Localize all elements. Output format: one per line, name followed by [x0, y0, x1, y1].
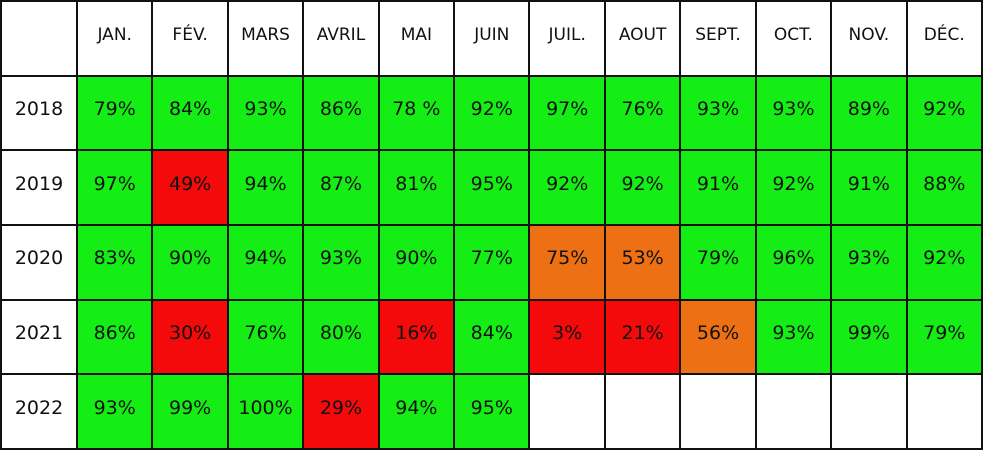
percent-cell: 93% — [681, 76, 757, 152]
year-label: 2018 — [2, 76, 78, 152]
month-header: OCT. — [756, 2, 833, 77]
month-header: JUIL. — [530, 2, 606, 77]
percent-cell: 80% — [304, 300, 380, 376]
percent-cell: 90% — [153, 225, 229, 301]
percent-cell: 93% — [756, 300, 833, 376]
percent-cell: 92% — [605, 151, 682, 226]
percent-cell: 91% — [681, 151, 757, 226]
percent-cell: 81% — [379, 151, 456, 226]
percent-cell: 83% — [78, 225, 154, 301]
month-header: DÉC. — [907, 2, 983, 77]
percent-cell: 84% — [455, 300, 531, 376]
percent-cell: 100% — [228, 375, 305, 450]
percent-cell: 95% — [455, 375, 531, 450]
percent-cell: 95% — [455, 151, 531, 226]
percent-cell: 93% — [228, 76, 305, 152]
year-label: 2021 — [2, 300, 78, 376]
percent-cell: 92% — [455, 76, 531, 152]
percent-cell: 76% — [605, 76, 682, 152]
percent-cell: 93% — [832, 225, 908, 301]
empty-cell — [832, 375, 908, 450]
percent-cell: 97% — [78, 151, 154, 226]
percent-cell: 91% — [832, 151, 908, 226]
month-header: AOUT — [605, 2, 682, 77]
empty-cell — [605, 375, 682, 450]
month-header: SEPT. — [681, 2, 757, 77]
percent-cell: 93% — [78, 375, 154, 450]
month-header: MAI — [379, 2, 456, 77]
percent-cell: 79% — [907, 300, 983, 376]
percent-cell: 3% — [530, 300, 606, 376]
percent-cell: 93% — [304, 225, 380, 301]
percent-cell: 79% — [681, 225, 757, 301]
percent-cell: 84% — [153, 76, 229, 152]
percent-cell: 29% — [304, 375, 380, 450]
percent-cell: 30% — [153, 300, 229, 376]
percent-cell: 21% — [605, 300, 682, 376]
percent-cell: 96% — [756, 225, 833, 301]
month-header: AVRIL — [304, 2, 380, 77]
empty-cell — [907, 375, 983, 450]
year-label: 2022 — [2, 375, 78, 450]
percent-cell: 89% — [832, 76, 908, 152]
percent-cell: 78 % — [379, 76, 456, 152]
year-label: 2020 — [2, 225, 78, 301]
empty-cell — [756, 375, 833, 450]
empty-cell — [530, 375, 606, 450]
percent-cell: 94% — [379, 375, 456, 450]
percent-cell: 75% — [530, 225, 606, 301]
month-header: NOV. — [832, 2, 908, 77]
percent-cell: 90% — [379, 225, 456, 301]
percent-cell: 53% — [605, 225, 682, 301]
percent-cell: 79% — [78, 76, 154, 152]
month-header: JAN. — [78, 2, 154, 77]
percent-cell: 77% — [455, 225, 531, 301]
empty-cell — [681, 375, 757, 450]
percent-cell: 93% — [756, 76, 833, 152]
percent-cell: 16% — [379, 300, 456, 376]
month-header: FÉV. — [153, 2, 229, 77]
percent-cell: 92% — [907, 225, 983, 301]
percent-cell: 99% — [153, 375, 229, 450]
percent-cell: 86% — [304, 76, 380, 152]
percent-cell: 92% — [530, 151, 606, 226]
percent-cell: 97% — [530, 76, 606, 152]
percent-cell: 76% — [228, 300, 305, 376]
percent-cell: 88% — [907, 151, 983, 226]
percent-cell: 92% — [756, 151, 833, 226]
percent-cell: 92% — [907, 76, 983, 152]
percent-cell: 86% — [78, 300, 154, 376]
month-header: MARS — [228, 2, 305, 77]
percent-cell: 56% — [681, 300, 757, 376]
year-label: 2019 — [2, 151, 78, 226]
percent-cell: 87% — [304, 151, 380, 226]
corner-cell — [2, 2, 78, 77]
percent-cell: 49% — [153, 151, 229, 226]
percent-cell: 94% — [228, 225, 305, 301]
percent-cell: 99% — [832, 300, 908, 376]
percent-cell: 94% — [228, 151, 305, 226]
month-header: JUIN — [455, 2, 531, 77]
